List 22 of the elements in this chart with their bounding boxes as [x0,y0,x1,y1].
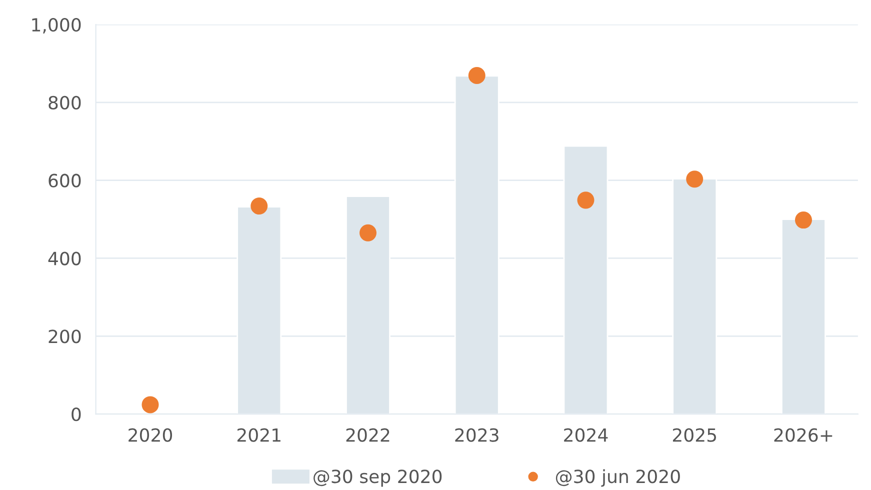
y-tick-label: 0 [72,408,81,422]
y-tick-label: 1,000 [32,18,81,34]
point [468,67,486,84]
y-tick-label: 400 [48,252,81,266]
x-tick-label: 2021 [237,428,280,442]
x-tick-label: 2024 [564,428,608,442]
point [142,396,159,414]
point [250,198,268,215]
x-tick-label: 2026+ [774,428,832,442]
y-tick-label: 200 [48,330,81,344]
x-tick-label: 2020 [128,428,172,442]
legend-label: @30 sep 2020 [314,470,442,487]
legend-label: @30 jun 2020 [556,469,680,487]
point [686,170,704,188]
y-tick-label: 800 [48,96,81,110]
x-tick-label: 2023 [455,428,498,442]
y-tick-label: 600 [48,174,81,188]
point [794,212,812,229]
point [577,192,594,209]
x-tick-label: 2025 [672,428,716,442]
point [359,224,376,242]
x-tick-label: 2022 [346,428,390,442]
